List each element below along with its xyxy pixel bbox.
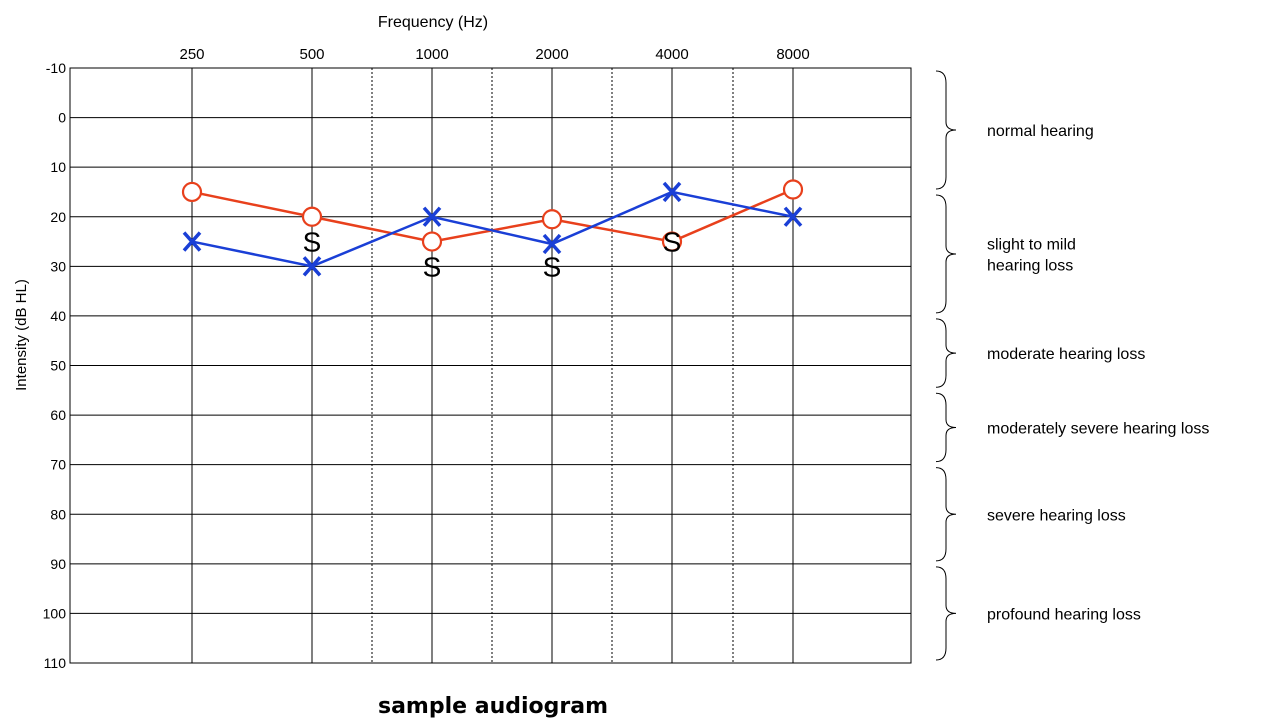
y-tick-label: 70: [50, 457, 66, 473]
x-tick-label: 8000: [776, 46, 809, 63]
data-point-x: [422, 206, 442, 227]
range-brace: [935, 392, 957, 463]
data-point-x: [783, 206, 803, 227]
x-tick-label: 2000: [535, 46, 568, 63]
data-point-s: S: [543, 251, 562, 282]
y-tick-label: 10: [50, 159, 66, 175]
range-brace: [935, 70, 957, 190]
data-point-circle: [782, 179, 804, 200]
y-tick-label: 90: [50, 556, 66, 572]
data-point-s: S: [423, 251, 442, 282]
x-tick-labels: 250 500 1000 2000 4000 8000: [179, 46, 809, 63]
x-tick-label: 4000: [655, 46, 688, 63]
series-line: [191, 190, 794, 268]
range-brace: [935, 318, 957, 388]
data-point-circle: [661, 231, 683, 252]
range-label: moderate hearing loss: [987, 346, 1145, 363]
data-point-s: S: [663, 227, 682, 258]
hearing-ranges: normal hearing slight to mild hearing loss…: [935, 70, 1209, 661]
range-label: moderately severe hearing loss: [987, 420, 1209, 437]
y-tick-label: 80: [50, 506, 66, 522]
data-point-s: S: [303, 227, 322, 258]
y-tick-label: 110: [44, 655, 67, 671]
y-tick-label: 100: [43, 605, 67, 621]
y-tick-label: -10: [46, 60, 66, 76]
y-tick-label: 50: [50, 358, 66, 374]
data-point-x: [542, 233, 562, 255]
y-tick-label: 20: [50, 209, 66, 225]
y-axis-label: Intensity (dB HL): [13, 279, 30, 391]
range-brace: [935, 194, 957, 314]
data-point-circle: [301, 206, 323, 227]
range-brace: [935, 467, 957, 562]
range-label: slight to mild hearing loss: [987, 236, 1076, 274]
range-label: profound hearing loss: [987, 606, 1141, 623]
y-tick-labels: -10 0 10 20 30 40 50 60 70 80 90 100 110: [43, 60, 67, 671]
data-point-x: [182, 231, 202, 252]
x-tick-label: 250: [179, 46, 204, 63]
data-point-x: [662, 181, 682, 203]
data-point-circle: [421, 231, 443, 252]
x-axis-label: Frequency (Hz): [378, 14, 488, 31]
data-point-x: [302, 256, 322, 277]
grid: [69, 67, 912, 664]
data-point-circle: [541, 209, 563, 230]
y-tick-label: 30: [50, 258, 66, 274]
range-brace: [935, 566, 957, 661]
x-tick-label: 1000: [415, 46, 448, 63]
series-group: SS SS: [181, 179, 804, 282]
range-label: severe hearing loss: [987, 507, 1126, 524]
x-tick-label: 500: [299, 46, 324, 63]
chart-title: sample audiogram: [378, 694, 608, 719]
range-label: normal hearing: [987, 123, 1094, 140]
y-tick-label: 40: [50, 308, 66, 324]
y-tick-label: 0: [58, 110, 66, 126]
y-tick-label: 60: [50, 407, 66, 423]
data-point-circle: [181, 181, 203, 203]
